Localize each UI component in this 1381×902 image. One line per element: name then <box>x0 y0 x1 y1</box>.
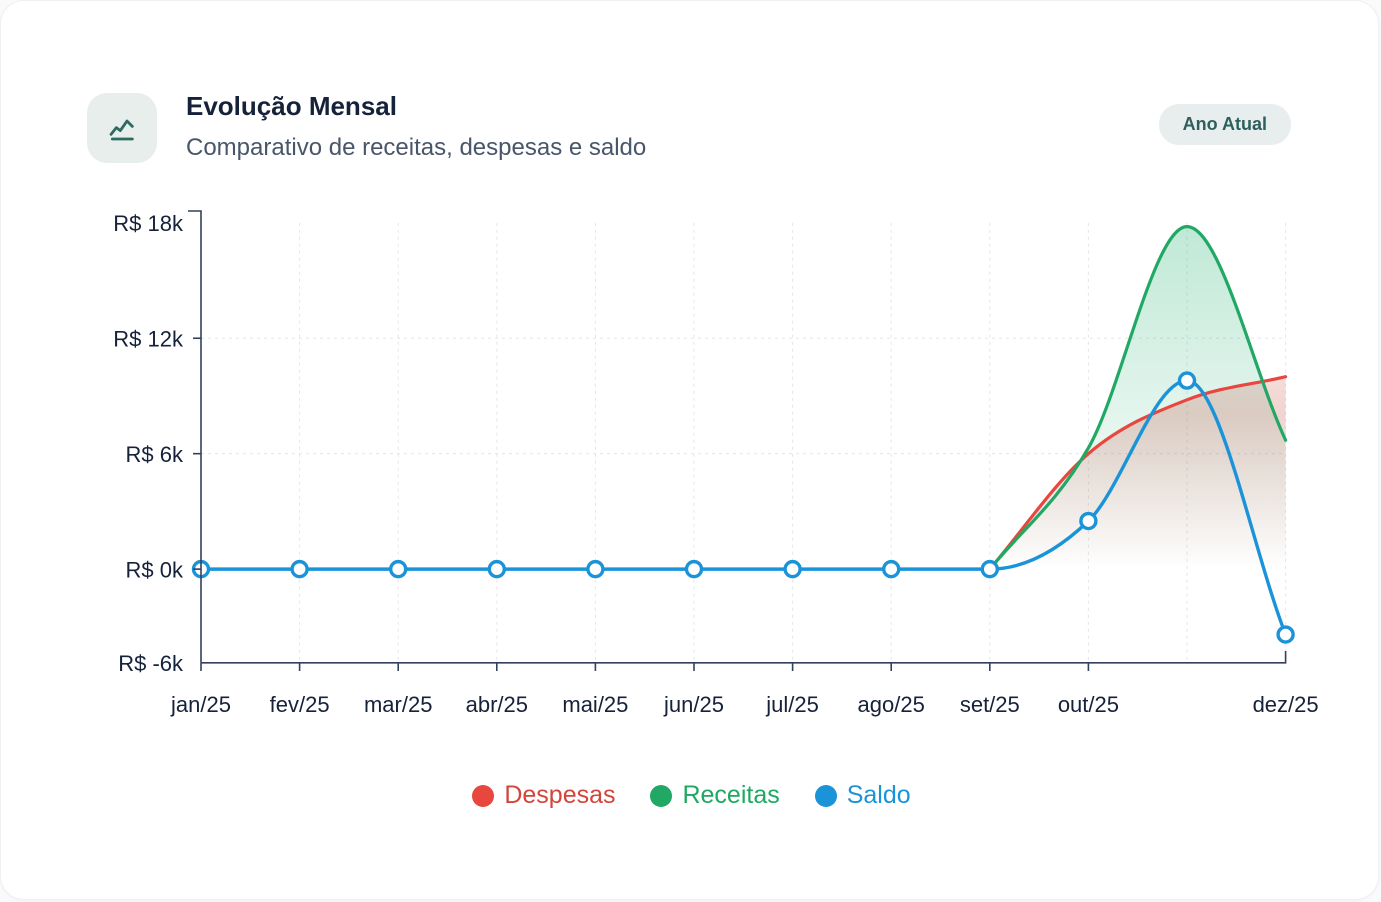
svg-text:out/25: out/25 <box>1058 692 1119 717</box>
svg-text:R$ 12k: R$ 12k <box>113 327 184 352</box>
svg-text:set/25: set/25 <box>960 692 1020 717</box>
svg-text:R$ 6k: R$ 6k <box>126 442 184 467</box>
svg-text:mai/25: mai/25 <box>562 692 628 717</box>
svg-text:jan/25: jan/25 <box>170 692 231 717</box>
svg-text:jul/25: jul/25 <box>765 692 819 717</box>
svg-text:R$ -6k: R$ -6k <box>118 651 184 676</box>
svg-text:abr/25: abr/25 <box>466 692 528 717</box>
svg-text:R$ 0k: R$ 0k <box>126 557 184 582</box>
svg-text:jun/25: jun/25 <box>663 692 724 717</box>
svg-text:ago/25: ago/25 <box>858 692 925 717</box>
svg-text:R$ 18k: R$ 18k <box>113 211 184 236</box>
svg-text:fev/25: fev/25 <box>270 692 330 717</box>
svg-text:dez/25: dez/25 <box>1253 692 1319 717</box>
svg-text:mar/25: mar/25 <box>364 692 432 717</box>
